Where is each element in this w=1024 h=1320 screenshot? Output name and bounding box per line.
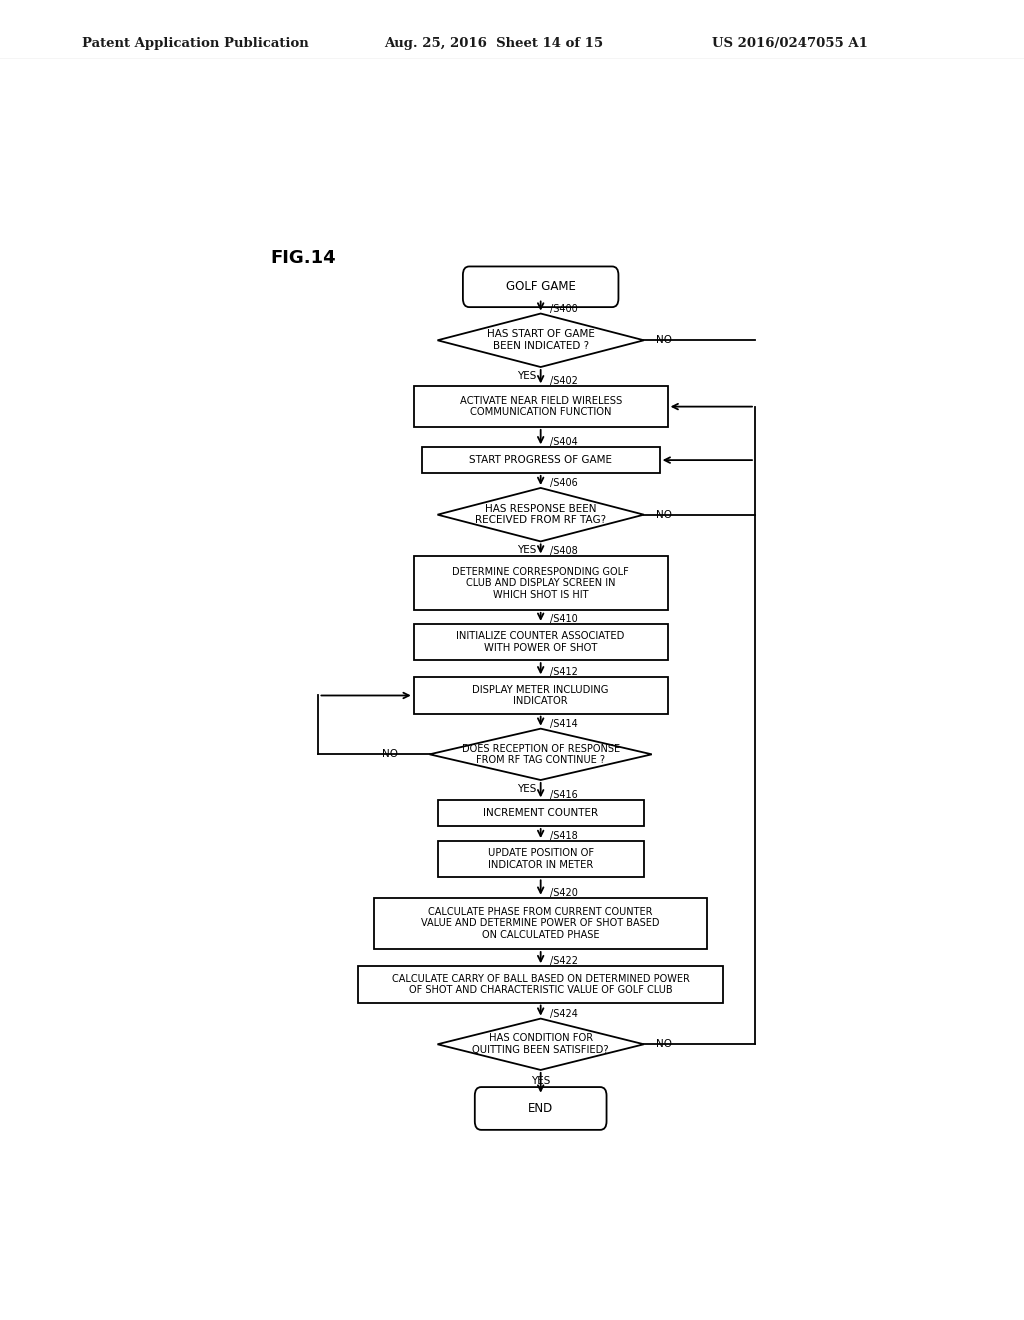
Text: FIG.14: FIG.14: [270, 249, 337, 268]
Text: /S408: /S408: [550, 546, 578, 557]
Bar: [437, 841, 644, 878]
Text: /S418: /S418: [550, 832, 578, 841]
Text: UPDATE POSITION OF
INDICATOR IN METER: UPDATE POSITION OF INDICATOR IN METER: [487, 849, 594, 870]
Bar: [358, 966, 723, 1003]
Text: GOLF GAME: GOLF GAME: [506, 280, 575, 293]
Text: NO: NO: [655, 510, 672, 520]
Text: /S402: /S402: [550, 376, 579, 387]
Text: /S406: /S406: [550, 478, 578, 488]
Bar: [422, 447, 659, 473]
Text: INCREMENT COUNTER: INCREMENT COUNTER: [483, 808, 598, 818]
Text: DOES RECEPTION OF RESPONSE
FROM RF TAG CONTINUE ?: DOES RECEPTION OF RESPONSE FROM RF TAG C…: [462, 743, 620, 766]
Text: NO: NO: [655, 335, 672, 346]
Bar: [437, 800, 644, 826]
Text: HAS RESPONSE BEEN
RECEIVED FROM RF TAG?: HAS RESPONSE BEEN RECEIVED FROM RF TAG?: [475, 504, 606, 525]
Bar: [414, 557, 668, 610]
Text: /S414: /S414: [550, 718, 578, 729]
FancyBboxPatch shape: [475, 1088, 606, 1130]
Text: /S404: /S404: [550, 437, 578, 447]
Polygon shape: [437, 314, 644, 367]
Text: NO: NO: [655, 1039, 672, 1049]
Text: HAS START OF GAME
BEEN INDICATED ?: HAS START OF GAME BEEN INDICATED ?: [486, 330, 595, 351]
Text: Aug. 25, 2016  Sheet 14 of 15: Aug. 25, 2016 Sheet 14 of 15: [384, 37, 603, 50]
Text: CALCULATE PHASE FROM CURRENT COUNTER
VALUE AND DETERMINE POWER OF SHOT BASED
ON : CALCULATE PHASE FROM CURRENT COUNTER VAL…: [422, 907, 659, 940]
Text: ACTIVATE NEAR FIELD WIRELESS
COMMUNICATION FUNCTION: ACTIVATE NEAR FIELD WIRELESS COMMUNICATI…: [460, 396, 622, 417]
Text: YES: YES: [517, 545, 537, 554]
Text: /S420: /S420: [550, 887, 579, 898]
Text: YES: YES: [517, 371, 537, 380]
Text: /S410: /S410: [550, 614, 578, 624]
Bar: [414, 387, 668, 426]
Text: /S422: /S422: [550, 956, 579, 966]
Text: END: END: [528, 1102, 553, 1115]
Text: Patent Application Publication: Patent Application Publication: [82, 37, 308, 50]
Text: /S412: /S412: [550, 668, 579, 677]
Bar: [414, 624, 668, 660]
Text: YES: YES: [517, 784, 537, 793]
Text: HAS CONDITION FOR
QUITTING BEEN SATISFIED?: HAS CONDITION FOR QUITTING BEEN SATISFIE…: [472, 1034, 609, 1055]
Bar: [414, 677, 668, 714]
Polygon shape: [437, 488, 644, 541]
Text: US 2016/0247055 A1: US 2016/0247055 A1: [712, 37, 867, 50]
Text: /S400: /S400: [550, 304, 578, 314]
Polygon shape: [430, 729, 652, 780]
Polygon shape: [437, 1019, 644, 1071]
Bar: [374, 898, 708, 949]
Text: NO: NO: [382, 750, 397, 759]
Text: DETERMINE CORRESPONDING GOLF
CLUB AND DISPLAY SCREEN IN
WHICH SHOT IS HIT: DETERMINE CORRESPONDING GOLF CLUB AND DI…: [453, 566, 629, 599]
Text: DISPLAY METER INCLUDING
INDICATOR: DISPLAY METER INCLUDING INDICATOR: [472, 685, 609, 706]
Text: START PROGRESS OF GAME: START PROGRESS OF GAME: [469, 455, 612, 465]
Text: YES: YES: [531, 1076, 550, 1085]
Text: INITIALIZE COUNTER ASSOCIATED
WITH POWER OF SHOT: INITIALIZE COUNTER ASSOCIATED WITH POWER…: [457, 631, 625, 653]
Text: /S416: /S416: [550, 791, 578, 800]
Text: CALCULATE CARRY OF BALL BASED ON DETERMINED POWER
OF SHOT AND CHARACTERISTIC VAL: CALCULATE CARRY OF BALL BASED ON DETERMI…: [392, 974, 689, 995]
FancyBboxPatch shape: [463, 267, 618, 308]
Text: /S424: /S424: [550, 1008, 579, 1019]
